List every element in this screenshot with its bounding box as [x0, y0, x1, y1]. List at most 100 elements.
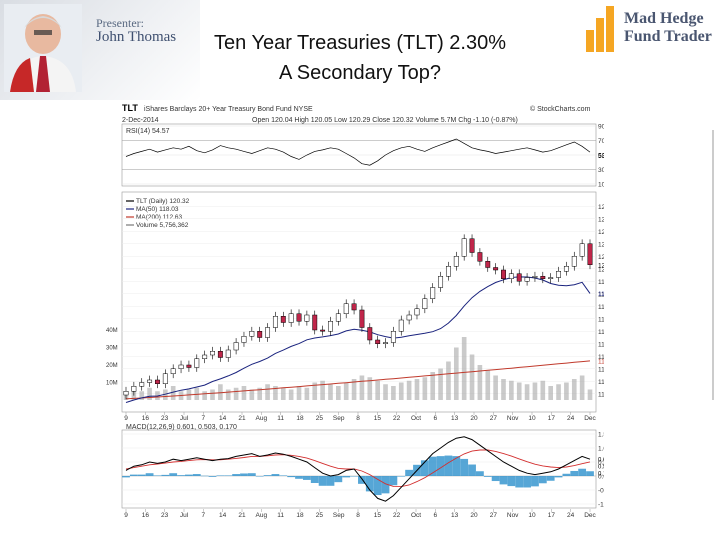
x-tick-label: Sep: [333, 415, 345, 422]
volume-bar: [280, 387, 286, 400]
x-tick-label: Jul: [180, 415, 189, 422]
macd-line: [125, 436, 591, 502]
price-tick-label: 110: [598, 391, 604, 398]
macd-histogram-bar: [263, 475, 272, 476]
candle-body: [438, 276, 444, 288]
macd-histogram-bar: [468, 464, 476, 476]
volume-tick-label: 20M: [106, 363, 118, 369]
macd-histogram-bar: [216, 475, 225, 476]
volume-bar: [343, 382, 349, 400]
slide-subtitle: A Secondary Top?: [279, 62, 441, 84]
candle-body: [328, 321, 333, 332]
macd-histogram-bar: [192, 474, 201, 476]
macd-histogram-bar: [302, 476, 311, 480]
candle-body: [241, 336, 247, 343]
macd-histogram-bar: [578, 468, 587, 476]
x-tick-label: Oct: [411, 415, 421, 422]
x-tick-label: 9: [124, 415, 128, 422]
candle-body: [571, 256, 577, 267]
price-tick-label: 117: [598, 304, 604, 311]
volume-bar: [241, 386, 247, 400]
x-tick-label: Nov: [507, 415, 519, 422]
volume-bar: [304, 387, 310, 400]
candle-body: [406, 314, 412, 321]
volume-bar: [477, 365, 483, 400]
macd-histogram-bar: [169, 473, 178, 476]
price-tick-label: 118: [598, 291, 604, 298]
volume-tick-label: 30M: [106, 346, 118, 352]
tlt-chart: TLT iShares Barclays 20+ Year Treasury B…: [106, 103, 604, 519]
macd-histogram-bar: [444, 455, 453, 476]
candle-body: [430, 287, 436, 299]
macd-tick-label: -1.0: [598, 502, 604, 509]
volume-bar: [438, 368, 443, 400]
volume-bar: [328, 384, 333, 400]
macd-histogram-bar: [531, 476, 539, 487]
x-tick-label: Nov: [507, 512, 519, 519]
x-tick-label: 18: [296, 415, 304, 422]
macd-histogram-bar: [491, 476, 500, 482]
volume-bar: [540, 380, 546, 400]
x-tick-label: 18: [296, 512, 304, 519]
macd-histogram-bar: [499, 476, 508, 485]
x-tick-label: 22: [393, 415, 401, 422]
macd-histogram-bar: [475, 471, 484, 476]
candle-body: [155, 379, 160, 384]
macd-histogram-bar: [255, 476, 264, 477]
chart-scrollbar[interactable]: [712, 130, 714, 400]
macd-current-label: 0.170: [598, 472, 604, 478]
macd-histogram-bar: [546, 476, 555, 481]
volume-bar: [359, 375, 365, 400]
volume-bar: [571, 379, 577, 400]
candle-body: [587, 243, 593, 265]
volume-bar: [225, 389, 231, 400]
macd-histogram-bar: [232, 474, 241, 476]
price-tick-label: 113: [598, 354, 604, 361]
candle-body: [548, 277, 554, 279]
x-tick-label: 15: [374, 415, 382, 422]
volume-bar: [296, 386, 302, 400]
volume-bar: [194, 387, 200, 400]
ma200-line: [125, 360, 591, 400]
macd-histogram-bar: [295, 476, 303, 479]
price-tick-label: 121: [598, 254, 604, 261]
volume-bar: [564, 382, 569, 400]
x-tick-label: 14: [219, 512, 227, 519]
macd-histogram-bar: [122, 476, 130, 478]
candle-body: [131, 386, 137, 392]
brand-line-1: Mad Hedge: [624, 10, 704, 27]
volume-bar: [501, 379, 506, 400]
chart-desc: iShares Barclays 20+ Year Treasury Bond …: [144, 106, 313, 113]
candle-body: [501, 269, 506, 279]
price-tick-label: 114: [598, 341, 604, 348]
rsi-series-line: [125, 138, 591, 166]
macd-histogram-bar: [507, 476, 516, 487]
macd-histogram-bar: [342, 476, 351, 478]
price-tick-label: 122: [598, 241, 604, 248]
candle-body: [233, 342, 239, 351]
volume-bar: [493, 375, 498, 400]
candle-body: [320, 329, 326, 332]
macd-histogram-bar: [373, 476, 382, 496]
macd-histogram-bar: [554, 476, 563, 478]
volume-bar: [461, 337, 467, 400]
x-tick-label: 23: [161, 512, 169, 519]
volume-bar: [257, 387, 263, 400]
candle-body: [508, 273, 514, 279]
macd-histogram-bar: [326, 476, 335, 486]
candle-body: [524, 277, 530, 282]
volume-bar: [587, 389, 593, 400]
x-tick-label: 15: [374, 512, 382, 519]
candle-body: [351, 303, 357, 311]
x-tick-label: 17: [548, 415, 556, 422]
x-tick-label: 25: [316, 512, 324, 519]
candle-body: [280, 316, 286, 323]
volume-bar: [579, 375, 585, 400]
candle-body: [398, 319, 404, 332]
volume-bar: [139, 391, 145, 400]
candle-body: [453, 256, 459, 267]
candle-body: [422, 298, 428, 309]
candle-body: [178, 364, 184, 369]
macd-histogram-bar: [177, 475, 185, 476]
macd-current-label: 0.601: [598, 458, 604, 464]
